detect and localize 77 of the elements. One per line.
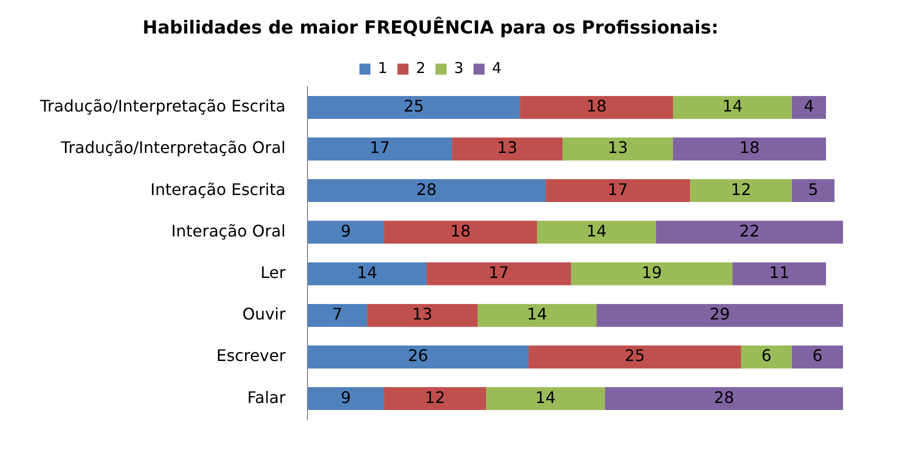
y-tick-label: Interação Escrita <box>150 180 286 199</box>
y-tick-label: Falar <box>247 388 286 407</box>
bar <box>741 346 792 368</box>
y-tick-label: Escrever <box>216 346 286 366</box>
data-label: 11 <box>769 262 790 282</box>
data-label: 12 <box>424 388 446 407</box>
bar <box>528 346 742 368</box>
data-label: 29 <box>710 304 730 324</box>
bar <box>596 304 843 327</box>
bar <box>426 262 572 286</box>
y-tick-label: Tradução/Interpretação Escrita <box>39 96 286 116</box>
bar <box>673 138 826 160</box>
data-label: 17 <box>488 262 509 282</box>
data-label: 12 <box>730 180 752 199</box>
data-label: 25 <box>624 346 645 366</box>
data-label: 4 <box>804 96 814 116</box>
data-label: 18 <box>450 221 471 240</box>
bar <box>384 387 486 410</box>
data-label: 14 <box>586 221 607 240</box>
bar <box>308 220 384 244</box>
data-label: 14 <box>535 388 556 407</box>
legend-label: 2 <box>416 58 426 77</box>
bar <box>486 387 606 410</box>
bar <box>308 262 427 286</box>
data-label: 18 <box>586 96 607 116</box>
data-label: 28 <box>416 180 437 199</box>
bar <box>308 96 520 119</box>
data-label: 25 <box>404 96 424 116</box>
data-label: 5 <box>808 180 818 199</box>
bar <box>452 138 563 160</box>
bar <box>308 346 529 368</box>
data-label: 7 <box>332 304 342 324</box>
data-label: 28 <box>714 388 734 407</box>
data-label: 6 <box>812 346 823 366</box>
data-label: 9 <box>340 221 351 240</box>
bar <box>520 96 674 119</box>
bar <box>690 179 792 202</box>
bar <box>571 262 733 286</box>
data-label: 18 <box>739 138 760 158</box>
data-label: 9 <box>340 388 351 407</box>
bar <box>732 262 826 286</box>
data-label: 13 <box>608 138 628 158</box>
bar <box>546 179 690 202</box>
bar <box>308 304 368 327</box>
data-label: 14 <box>356 262 378 282</box>
y-tick-label: Ler <box>260 262 286 282</box>
data-label: 13 <box>412 304 432 324</box>
data-label: 22 <box>739 221 760 240</box>
bar <box>656 220 843 244</box>
data-label: 14 <box>526 304 548 324</box>
bar <box>478 304 597 327</box>
legend-label: 4 <box>492 58 502 77</box>
data-label: 14 <box>722 96 743 116</box>
data-label: 19 <box>642 262 662 282</box>
data-label: 17 <box>370 138 390 158</box>
y-tick-label: Interação Oral <box>171 221 286 240</box>
bar <box>792 179 834 202</box>
data-label: 26 <box>408 346 428 366</box>
bar <box>308 179 546 202</box>
chart-title: Habilidades de maior FREQUÊNCIA para os Profissionais: <box>142 16 718 38</box>
bar <box>308 387 384 410</box>
legend-label: 1 <box>378 58 388 77</box>
bar <box>792 346 843 368</box>
bar <box>673 96 792 119</box>
bar <box>367 304 478 327</box>
bar <box>792 96 826 119</box>
y-tick-label: Tradução/Interpretação Oral <box>60 138 286 158</box>
data-label: 13 <box>497 138 518 158</box>
y-tick-label: Ouvir <box>242 304 286 324</box>
data-label: 17 <box>608 180 628 199</box>
bar <box>308 138 452 160</box>
data-label: 6 <box>761 346 772 366</box>
bar <box>562 138 674 160</box>
bar <box>384 220 538 244</box>
legend-label: 3 <box>454 58 464 77</box>
bar <box>605 387 843 410</box>
bar <box>537 220 656 244</box>
